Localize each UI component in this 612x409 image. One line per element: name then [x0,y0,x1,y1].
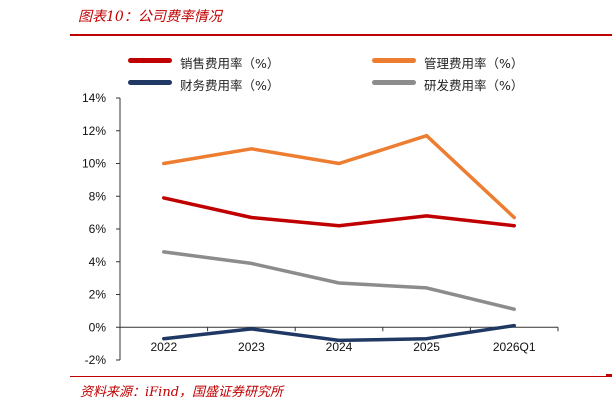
series-line-3 [162,250,516,311]
data-point-1-2 [337,162,341,165]
data-point-0-2 [337,224,341,228]
legend-item-rd: 研发费用率（%） [372,75,572,93]
series-line-2 [162,323,516,343]
y-tick-label: 10% [82,157,106,171]
x-tick-label: 2025 [413,340,440,354]
footer-rule [70,376,612,377]
y-tick-label: 4% [89,255,107,269]
data-point-3-1 [249,261,253,265]
data-point-2-2 [337,338,341,342]
data-point-3-3 [425,286,429,290]
right-edge-mark-bottom [606,374,612,376]
x-tick-label: 2023 [238,340,265,354]
x-tick-label: 2026Q1 [493,340,536,354]
data-point-0-3 [425,214,429,218]
legend-label-admin: 管理费用率（%） [424,56,524,71]
legend-swatch-finance [128,80,172,85]
legend-label-rd: 研发费用率（%） [424,78,524,93]
data-point-0-1 [249,216,253,220]
data-point-3-2 [337,281,341,285]
y-tick-label: 12% [82,124,106,138]
data-point-1-0 [162,162,166,165]
data-point-2-1 [249,327,253,331]
data-point-2-4 [512,324,516,328]
legend-swatch-rd [372,80,416,85]
figure-title: 图表10：公司费率情况 [78,9,222,25]
legend-swatch-selling [128,58,172,63]
data-point-3-0 [162,250,166,254]
data-point-1-4 [512,216,516,220]
data-point-1-3 [425,134,429,138]
right-edge-mark-top [606,34,612,36]
data-point-0-0 [162,196,166,200]
x-tick-label: 2022 [150,340,177,354]
y-tick-label: 8% [89,189,107,203]
data-point-2-3 [425,337,429,341]
legend-label-finance: 财务费用率（%） [180,78,280,93]
header-rule [70,34,612,36]
legend-item-finance: 财务费用率（%） [128,75,328,93]
y-tick-label: 0% [89,320,107,334]
legend-label-selling: 销售费用率（%） [180,56,280,71]
series-line-0 [162,196,516,228]
data-point-3-4 [512,307,516,311]
source-note: 资料来源：iFind，国盛证券研究所 [80,385,284,400]
legend-swatch-admin [372,58,416,63]
y-tick-label: 14% [82,91,106,105]
y-tick-label: 6% [89,222,107,236]
data-point-1-1 [249,147,253,151]
y-tick-label: -2% [85,353,107,367]
data-point-2-0 [162,337,166,341]
y-tick-label: 2% [89,288,107,302]
legend-item-admin: 管理费用率（%） [372,53,572,71]
series-line-1 [162,133,516,220]
data-point-0-4 [512,224,516,228]
legend-item-selling: 销售费用率（%） [128,53,328,71]
x-tick-label: 2024 [326,340,353,354]
